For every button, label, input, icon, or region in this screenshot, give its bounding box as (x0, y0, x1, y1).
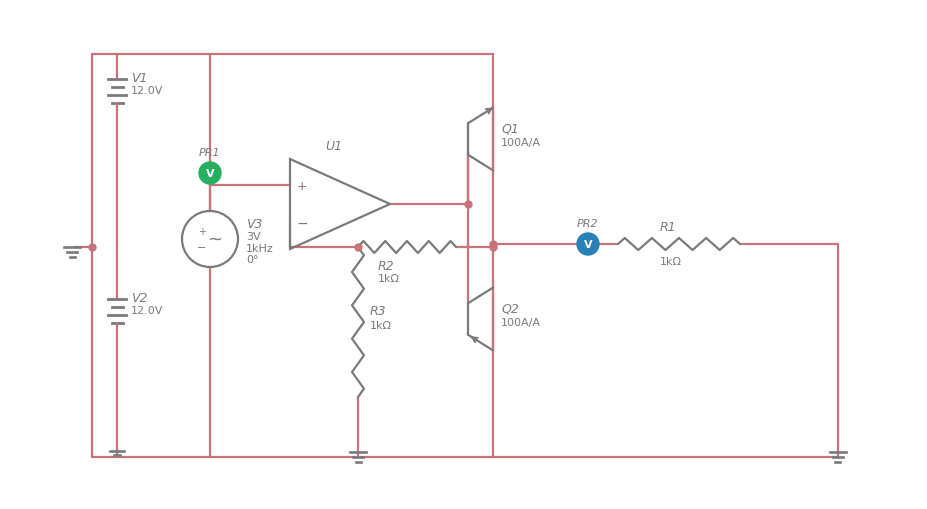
Text: V: V (206, 168, 214, 179)
Text: −: − (197, 242, 207, 252)
Text: V: V (584, 240, 592, 249)
Text: ~: ~ (208, 231, 222, 248)
Text: R3: R3 (370, 304, 387, 318)
Text: 100A/A: 100A/A (502, 318, 541, 327)
Text: 1kΩ: 1kΩ (378, 273, 400, 284)
Text: 1kΩ: 1kΩ (660, 257, 682, 267)
Text: 12.0V: 12.0V (131, 305, 163, 316)
Text: V3: V3 (246, 217, 262, 231)
Text: R2: R2 (378, 260, 395, 272)
Text: 0°: 0° (246, 254, 259, 265)
Text: +: + (297, 179, 308, 192)
Circle shape (199, 163, 221, 185)
Text: U1: U1 (325, 140, 342, 153)
Circle shape (577, 234, 599, 256)
Text: 12.0V: 12.0V (131, 86, 163, 96)
Text: −: − (297, 216, 308, 231)
Text: 100A/A: 100A/A (502, 138, 541, 148)
Text: PR2: PR2 (578, 218, 599, 229)
Text: V1: V1 (131, 72, 147, 85)
Text: Q1: Q1 (502, 122, 519, 135)
Text: R1: R1 (660, 220, 677, 234)
Text: V2: V2 (131, 292, 147, 304)
Text: +: + (198, 227, 206, 237)
Text: PR1: PR1 (199, 148, 221, 158)
Text: Q2: Q2 (502, 301, 519, 315)
Text: 1kΩ: 1kΩ (370, 320, 392, 330)
Text: 1kHz: 1kHz (246, 243, 273, 253)
Text: 3V: 3V (246, 232, 260, 242)
